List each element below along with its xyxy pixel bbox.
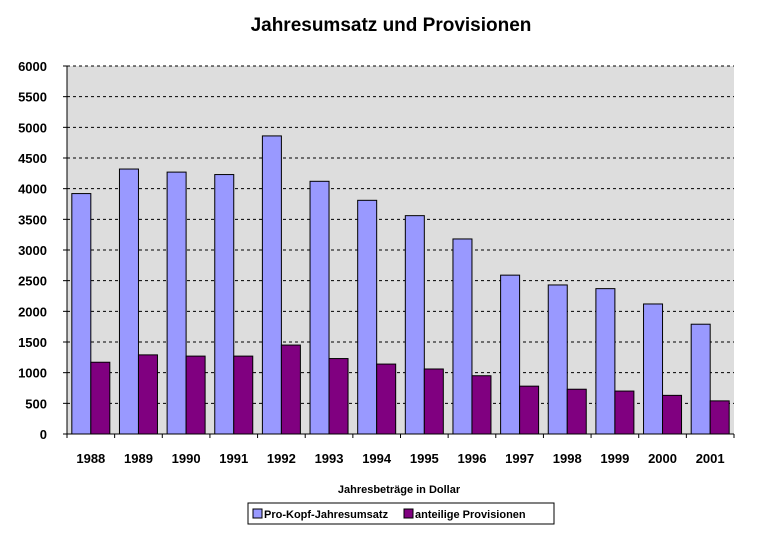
bar-umsatz-1992	[261, 135, 282, 435]
y-tick-label: 2000	[18, 304, 47, 319]
chart-title: Jahresumsatz und Provisionen	[251, 15, 532, 36]
bar-umsatz-1989	[118, 168, 139, 435]
bar-umsatz-1998	[547, 284, 568, 435]
bar-umsatz-1991	[214, 174, 235, 435]
bar-provision-1996	[471, 375, 492, 435]
y-tick-label: 4000	[18, 182, 47, 197]
bar-umsatz-1999	[595, 288, 616, 435]
x-tick-label: 1997	[505, 451, 534, 466]
bar-provision-1998	[566, 388, 587, 435]
bar-provision-1991	[233, 355, 254, 435]
x-tick-label: 1989	[124, 451, 153, 466]
bar-umsatz-1995	[404, 215, 425, 435]
bar-provision-1993	[328, 358, 349, 435]
y-tick-label: 4500	[18, 151, 47, 166]
x-tick-label: 1995	[410, 451, 439, 466]
bar-provision-1997	[519, 385, 540, 435]
y-axis-ticks: 0 500 1000 1500 2000 2500 3000 3500 4000 4500 5000…	[18, 59, 67, 442]
legend: Pro-Kopf-Jahresumsatz anteilige Provision…	[247, 502, 555, 525]
legend-box	[247, 502, 555, 525]
legend-label-0: Pro-Kopf-Jahresumsatz	[264, 509, 389, 521]
y-tick-label: 3000	[18, 243, 47, 258]
x-tick-label: 1999	[600, 451, 629, 466]
x-axis-label: Jahresbeträge in Dollar	[338, 484, 461, 496]
x-tick-label: 1991	[219, 451, 248, 466]
legend-swatch-1	[403, 508, 414, 519]
x-tick-label: 1994	[362, 451, 392, 466]
legend-swatch-0	[252, 508, 263, 519]
x-axis-ticks: 1988 1989 1990 1991 1992 1993 1994 1995 1996 1997…	[66, 434, 735, 466]
x-tick-label: 1993	[315, 451, 344, 466]
bar-provision-2001	[709, 400, 730, 435]
bar-provision-1990	[185, 355, 206, 435]
bar-umsatz-1988	[71, 193, 92, 435]
bar-umsatz-1990	[166, 171, 187, 435]
y-tick-label: 5000	[18, 120, 47, 135]
bar-provision-1992	[280, 344, 301, 435]
y-tick-label: 5500	[18, 90, 47, 105]
bar-provision-1989	[137, 354, 158, 435]
bars	[71, 135, 730, 435]
y-tick-label: 1000	[18, 366, 47, 381]
x-tick-label: 1988	[76, 451, 105, 466]
legend-label-1: anteilige Provisionen	[415, 509, 526, 521]
bar-umsatz-1996	[452, 238, 473, 435]
x-tick-label: 1992	[267, 451, 296, 466]
x-tick-label: 1998	[553, 451, 582, 466]
bar-umsatz-2001	[690, 323, 711, 435]
y-tick-label: 2500	[18, 274, 47, 289]
y-tick-label: 0	[40, 427, 47, 442]
bar-provision-1999	[614, 390, 635, 435]
x-tick-label: 2000	[648, 451, 677, 466]
bar-umsatz-1993	[309, 180, 330, 435]
x-tick-label: 1996	[458, 451, 487, 466]
bar-provision-1994	[376, 363, 397, 435]
y-tick-label: 500	[25, 396, 47, 411]
bar-umsatz-1997	[500, 274, 521, 435]
x-tick-label: 2001	[696, 451, 725, 466]
bar-provision-1995	[423, 368, 444, 435]
bar-umsatz-2000	[643, 303, 664, 435]
y-tick-label: 1500	[18, 335, 47, 350]
bar-provision-1988	[90, 361, 111, 435]
x-tick-label: 1990	[172, 451, 201, 466]
y-tick-label: 3500	[18, 212, 47, 227]
bar-provision-2000	[662, 394, 683, 435]
y-tick-label: 6000	[18, 59, 47, 74]
bar-umsatz-1994	[357, 199, 378, 435]
